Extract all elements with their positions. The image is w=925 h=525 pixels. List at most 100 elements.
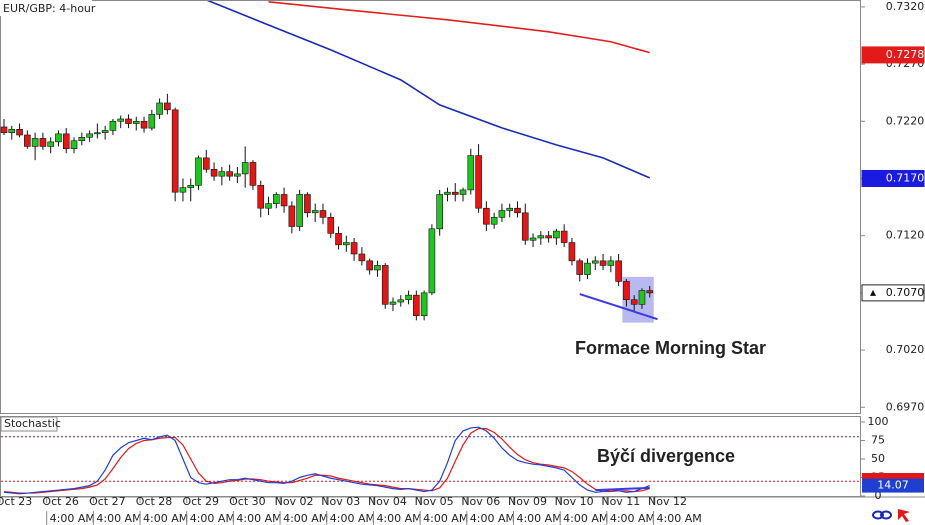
y-tick-label: 0.7020 xyxy=(886,343,925,356)
candle-body xyxy=(646,290,654,294)
time-label: 4:00 AM xyxy=(96,512,141,525)
candle-body xyxy=(272,194,280,204)
time-label: 4:00 AM xyxy=(563,512,608,525)
candle-body xyxy=(343,242,350,246)
candle-body xyxy=(405,294,412,301)
trend-line xyxy=(579,293,658,321)
annotation: Formace Morning Star xyxy=(575,338,766,358)
candle-body xyxy=(451,191,459,195)
x-tick-label: Nov 04 xyxy=(368,495,407,508)
candle-body xyxy=(607,260,615,266)
candle-body xyxy=(475,155,482,209)
candle-body xyxy=(70,140,78,150)
candle-body xyxy=(521,212,529,241)
candle-body xyxy=(537,235,545,239)
price-tag-label: 0.7278 xyxy=(886,48,925,61)
candle-body xyxy=(568,242,576,262)
x-tick-label: Oct 29 xyxy=(182,495,219,508)
candle-body xyxy=(55,133,62,143)
y-tick-label: 0.7120 xyxy=(886,229,925,242)
candle-body xyxy=(101,130,109,134)
arrow-icon[interactable] xyxy=(898,509,910,522)
candle-body xyxy=(195,157,202,186)
candle-body xyxy=(576,260,584,275)
candle-body xyxy=(156,102,163,115)
x-tick-label: Oct 23 xyxy=(0,495,32,508)
candle-body xyxy=(24,134,31,147)
candle-body xyxy=(202,157,210,170)
moving-average xyxy=(206,1,651,179)
candle-body xyxy=(630,299,638,305)
link-icon[interactable] xyxy=(872,510,884,520)
time-label: 4:00 AM xyxy=(423,512,468,525)
candle-body xyxy=(413,294,420,317)
title-bg xyxy=(0,0,92,16)
candle-body xyxy=(397,299,405,303)
candle-body xyxy=(638,290,646,305)
candle-body xyxy=(459,189,467,195)
candle-body xyxy=(164,102,171,111)
time-label: 4:00 AM xyxy=(376,512,421,525)
candle-body xyxy=(265,203,272,209)
time-label: 4:00 AM xyxy=(330,512,375,525)
time-label: 4:00 AM xyxy=(236,512,281,525)
link-icon[interactable] xyxy=(880,510,892,520)
trend-line xyxy=(595,486,650,492)
candle-body xyxy=(498,210,506,218)
candle-body xyxy=(288,205,296,227)
y-tick-label: 0.7220 xyxy=(886,114,925,127)
x-tick-label: Oct 27 xyxy=(89,495,126,508)
candle-body xyxy=(171,109,179,193)
candle-body xyxy=(179,187,187,193)
candle-body xyxy=(623,281,630,301)
candle-body xyxy=(428,228,436,294)
candle-body xyxy=(109,120,117,131)
stoch-tag xyxy=(862,473,924,483)
moving-average xyxy=(268,1,650,54)
x-tick-label: Nov 11 xyxy=(601,495,640,508)
candle-body xyxy=(529,237,537,241)
x-tick-label: Nov 05 xyxy=(415,495,454,508)
candle-body xyxy=(444,191,451,195)
candle-body xyxy=(553,230,560,239)
candle-body xyxy=(490,217,498,225)
stoch-tag xyxy=(862,478,924,493)
candle-body xyxy=(350,242,358,255)
candle-body xyxy=(280,194,288,207)
candle-body xyxy=(132,120,140,124)
stoch-line xyxy=(3,428,650,494)
footer-icons xyxy=(872,509,910,522)
candle-body xyxy=(31,138,39,147)
time-label: 4:00 AM xyxy=(50,512,95,525)
candle-body xyxy=(467,155,475,191)
candle-body xyxy=(304,194,311,214)
time-label: 4:00 AM xyxy=(190,512,235,525)
chart-title: EUR/GBP: 4-hour xyxy=(3,2,96,15)
candle-body xyxy=(420,292,428,317)
stoch-tag-label: 14.07 xyxy=(877,479,909,492)
candle-body xyxy=(187,185,195,188)
candle-body xyxy=(218,171,226,177)
candle-body xyxy=(117,118,124,122)
candle-body xyxy=(506,207,514,211)
x-tick-label: Oct 26 xyxy=(42,495,79,508)
candle-body xyxy=(8,128,16,134)
candle-body xyxy=(327,217,335,234)
stoch-title: Stochastic xyxy=(4,417,61,430)
candle-body xyxy=(483,207,490,225)
candle-body xyxy=(366,260,373,271)
candle-body xyxy=(584,262,591,275)
candle-body xyxy=(78,136,86,142)
time-label: 4:00 AM xyxy=(143,512,188,525)
candle-body xyxy=(436,194,443,230)
annotation: Býčí divergence xyxy=(597,446,735,466)
y-tick-label: 75 xyxy=(871,434,885,447)
candle-body xyxy=(0,126,8,134)
candle-body xyxy=(249,162,257,186)
y-tick-label: 100 xyxy=(868,415,889,428)
candle-body xyxy=(241,162,249,175)
candle-body xyxy=(319,210,327,218)
candle-body xyxy=(599,260,607,266)
candle-body xyxy=(234,173,241,177)
